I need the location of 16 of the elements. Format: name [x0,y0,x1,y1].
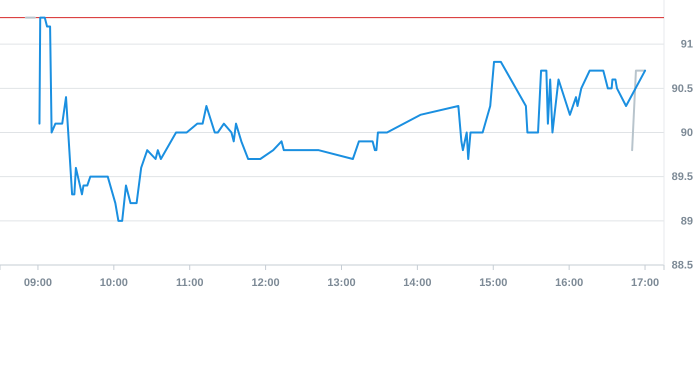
x-tick-label: 10:00 [100,277,128,290]
y-tick-label: 89 [680,215,693,228]
x-tick-label: 16:00 [555,277,584,290]
y-tick-label: 89.5 [672,171,693,184]
x-tick-label: 13:00 [327,277,356,290]
y-tick-label: 90 [680,127,693,140]
x-tick-label: 12:00 [252,277,280,290]
x-tick-label: 09:00 [24,277,52,290]
x-tick-label: 14:00 [403,277,432,290]
x-tick-label: 11:00 [176,277,204,290]
x-tick-label: 15:00 [479,277,508,290]
y-tick-label: 91 [680,38,693,51]
x-tick-label: 17:00 [630,277,660,290]
line-series [38,16,646,222]
y-tick-label: 90.5 [672,82,693,95]
y-tick-label: 88.5 [672,260,693,272]
